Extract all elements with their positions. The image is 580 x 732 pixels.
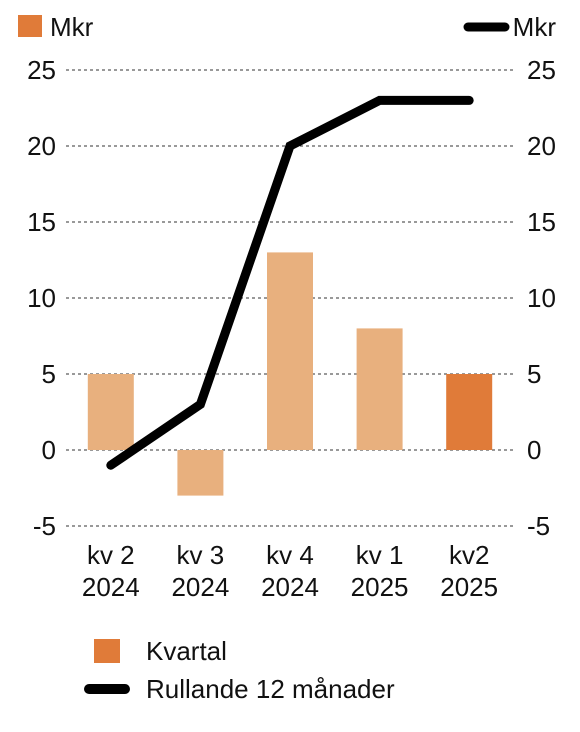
bar	[267, 252, 313, 450]
legend-item-kvartal: Kvartal	[84, 634, 227, 668]
right-tick-label: 5	[527, 359, 541, 389]
category-label: kv2	[449, 540, 489, 570]
legend-line-swatch	[84, 684, 130, 694]
bar	[87, 374, 134, 450]
right-tick-label: 20	[527, 131, 556, 161]
right-tick-label: 15	[527, 207, 556, 237]
legend-label-kvartal: Kvartal	[146, 635, 227, 666]
left-tick-label: -5	[33, 511, 56, 541]
category-year-label: 2024	[261, 572, 319, 602]
category-label: kv 2	[87, 540, 135, 570]
right-tick-label: 25	[527, 55, 556, 85]
category-year-label: 2024	[171, 572, 229, 602]
left-tick-label: 0	[42, 435, 56, 465]
left-tick-label: 25	[27, 55, 56, 85]
bar	[446, 374, 493, 450]
bar	[356, 328, 403, 450]
legend-label-rullande: Rullande 12 månader	[146, 673, 395, 704]
category-year-label: 2025	[440, 572, 498, 602]
left-unit-bar-swatch	[18, 15, 42, 37]
left-tick-label: 15	[27, 207, 56, 237]
bar	[177, 450, 224, 496]
legend-item-rullande: Rullande 12 månader	[84, 672, 395, 706]
right-tick-label: 10	[527, 283, 556, 313]
right-tick-label: 0	[527, 435, 541, 465]
right-axis-unit: Mkr	[513, 12, 557, 42]
category-label: kv 4	[266, 540, 314, 570]
category-year-label: 2025	[351, 572, 409, 602]
category-year-label: 2024	[82, 572, 140, 602]
line-series	[106, 95, 474, 470]
category-label: kv 3	[177, 540, 225, 570]
left-tick-label: 5	[42, 359, 56, 389]
left-tick-label: 10	[27, 283, 56, 313]
category-label: kv 1	[356, 540, 404, 570]
left-tick-label: 20	[27, 131, 56, 161]
right-tick-label: -5	[527, 511, 550, 541]
left-axis-unit: Mkr	[50, 12, 94, 42]
legend-bar-swatch	[94, 639, 120, 663]
